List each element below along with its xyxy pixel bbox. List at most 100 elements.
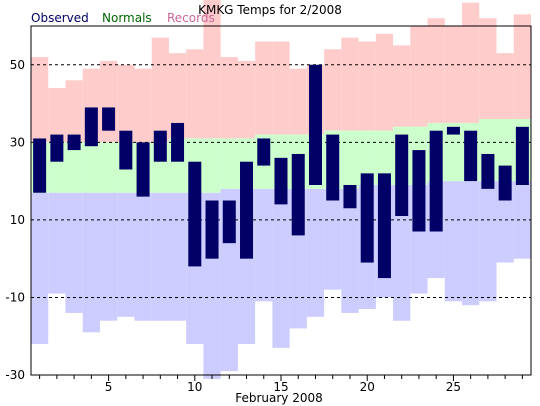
record-low-band [255,188,273,302]
chart-title: KMKG Temps for 2/2008 [198,3,342,17]
x-tick-label: 10 [187,380,202,394]
record-high-band [65,80,83,143]
record-high-band [151,37,169,143]
record-low-band [31,192,49,344]
record-low-band [513,181,531,259]
observed-bar [84,107,98,147]
observed-bar [257,138,271,166]
record-high-band [48,88,66,143]
record-high-band [427,18,445,123]
observed-bar [429,130,443,232]
y-tick-label: 10 [10,213,25,227]
record-high-band [341,37,359,131]
record-high-band [393,45,411,127]
observed-bar [446,126,460,135]
legend-normals: Normals [102,11,152,25]
record-low-band [117,192,135,317]
record-high-band [117,64,135,143]
record-low-band [393,184,411,321]
observed-bars [33,64,529,279]
record-high-band [31,57,49,143]
record-low-band [496,181,514,263]
normal-band [220,138,238,189]
x-axis-label: February 2008 [235,391,323,405]
record-low-band [462,181,480,306]
observed-bar [360,173,374,263]
record-high-band [375,33,394,131]
normal-band [82,142,100,193]
observed-bar [326,134,340,201]
observed-bar [240,161,254,259]
record-high-band [324,49,342,131]
record-high-band [168,53,187,139]
observed-bar [464,130,478,182]
record-high-band [255,41,273,135]
y-tick-label: -30 [5,368,25,382]
record-low-band [479,181,497,302]
observed-bar [481,153,495,189]
record-low-band [306,188,325,317]
observed-bar [498,165,512,201]
record-high-band [272,41,290,135]
observed-bar [119,130,133,170]
legend-records: Records [167,11,215,25]
normal-band [203,138,221,193]
normal-band [65,142,83,193]
observed-bar [102,107,116,131]
record-low-band [134,192,152,321]
observed-bar [188,161,202,267]
record-low-band [65,192,83,313]
observed-bar [205,200,219,259]
x-tick-label: 5 [105,380,113,394]
normal-band [375,130,394,185]
x-tick-label: 20 [360,380,375,394]
record-high-band [410,26,428,127]
legend-observed: Observed [31,11,89,25]
normal-band [99,142,118,193]
observed-bar [153,130,167,162]
x-tick-label: 25 [446,380,461,394]
observed-bar [395,134,409,217]
record-low-band [151,192,169,321]
record-low-band [168,192,187,321]
record-high-band [496,53,514,120]
record-high-band [186,49,204,139]
observed-bar [222,200,236,244]
observed-bar [377,173,391,279]
observed-bar [308,64,322,185]
record-high-band [220,57,238,139]
record-high-band [358,41,376,131]
normal-band [341,130,359,189]
record-high-band [513,14,531,120]
y-tick-label: -10 [5,290,25,304]
record-high-band [462,2,480,123]
axis-ticks: 50 30 10 -10 -30 5 10 15 20 25 [5,58,523,394]
record-high-band [444,26,463,123]
record-high-band [203,0,221,139]
normal-band [444,122,463,182]
observed-bar [515,126,529,185]
record-low-band [99,192,118,321]
record-low-band [48,192,66,294]
record-high-band [237,60,256,139]
record-low-band [82,192,100,333]
observed-bar [33,138,47,193]
x-tick-label: 15 [273,380,288,394]
observed-bar [343,184,357,209]
normal-band [358,130,376,185]
record-low-band [324,188,342,290]
observed-bar [171,122,185,162]
y-tick-label: 30 [10,135,25,149]
observed-bar [291,153,305,236]
record-high-band [134,68,152,143]
observed-bar [67,134,81,151]
grid-lines [31,64,531,298]
observed-bar [274,157,288,205]
observed-bar [412,150,426,232]
record-low-band [444,181,463,302]
observed-bar [50,134,64,162]
record-low-band [272,188,290,348]
record-high-band [289,68,307,135]
y-tick-label: 50 [10,58,25,72]
